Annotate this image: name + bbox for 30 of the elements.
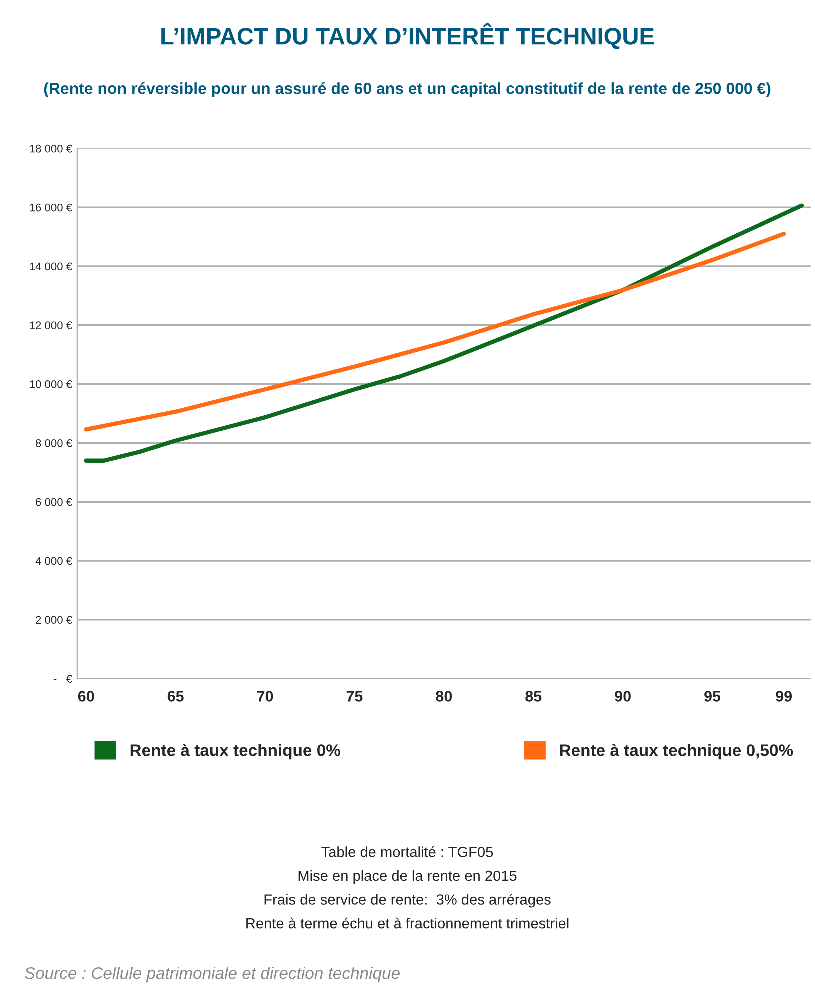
text: Frais de service de rente: 3% des arrérages (264, 894, 551, 908)
text: Table de mortalité : TGF05 (322, 846, 494, 858)
x-tick-label: 80 (436, 691, 452, 702)
source-note: Source : Cellule patrimoniale et direction technique (24, 967, 400, 983)
line-series (84, 204, 804, 463)
line-series (84, 232, 786, 432)
x-tick-label: 75 (346, 691, 363, 702)
y-tick-label: 16 000 € (30, 204, 72, 212)
x-tick-label: 60 (78, 691, 94, 702)
x-tick-label: 90 (615, 691, 631, 702)
y-tick-label: 6 000 € (36, 498, 72, 506)
y-tick-label: 12 000 € (30, 322, 72, 330)
x-tick-label: 70 (257, 691, 274, 702)
text: Mise en place de la rente en 2015 (298, 870, 517, 884)
y-tick-label: 4 000 € (36, 557, 72, 566)
y-tick-label: - € (54, 675, 72, 683)
x-tick-label: 99 (776, 691, 792, 702)
x-tick-label: 65 (168, 691, 184, 702)
y-tick-label: 18 000 € (30, 144, 72, 153)
legend-label: Rente à taux technique 0% (130, 744, 341, 760)
y-tick-label: 2 000 € (36, 616, 72, 624)
y-tick-label: 14 000 € (30, 262, 72, 271)
y-tick-label: 8 000 € (36, 439, 72, 448)
legend-label: Rente à taux technique 0,50% (560, 744, 794, 760)
text: Rente à terme échu et à fractionnement trimestriel (246, 918, 569, 929)
chart-title: L’IMPACT DU TAUX D’INTERÊT TECHNIQUE (162, 23, 654, 50)
y-tick-label: 10 000 € (30, 380, 72, 388)
chart-subtitle: (Rente non réversible pour un assuré de 60 ans et un capital constitutif de la rente de 250 000 €) (44, 82, 771, 98)
x-tick-label: 95 (704, 691, 721, 702)
x-tick-label: 85 (526, 691, 542, 702)
